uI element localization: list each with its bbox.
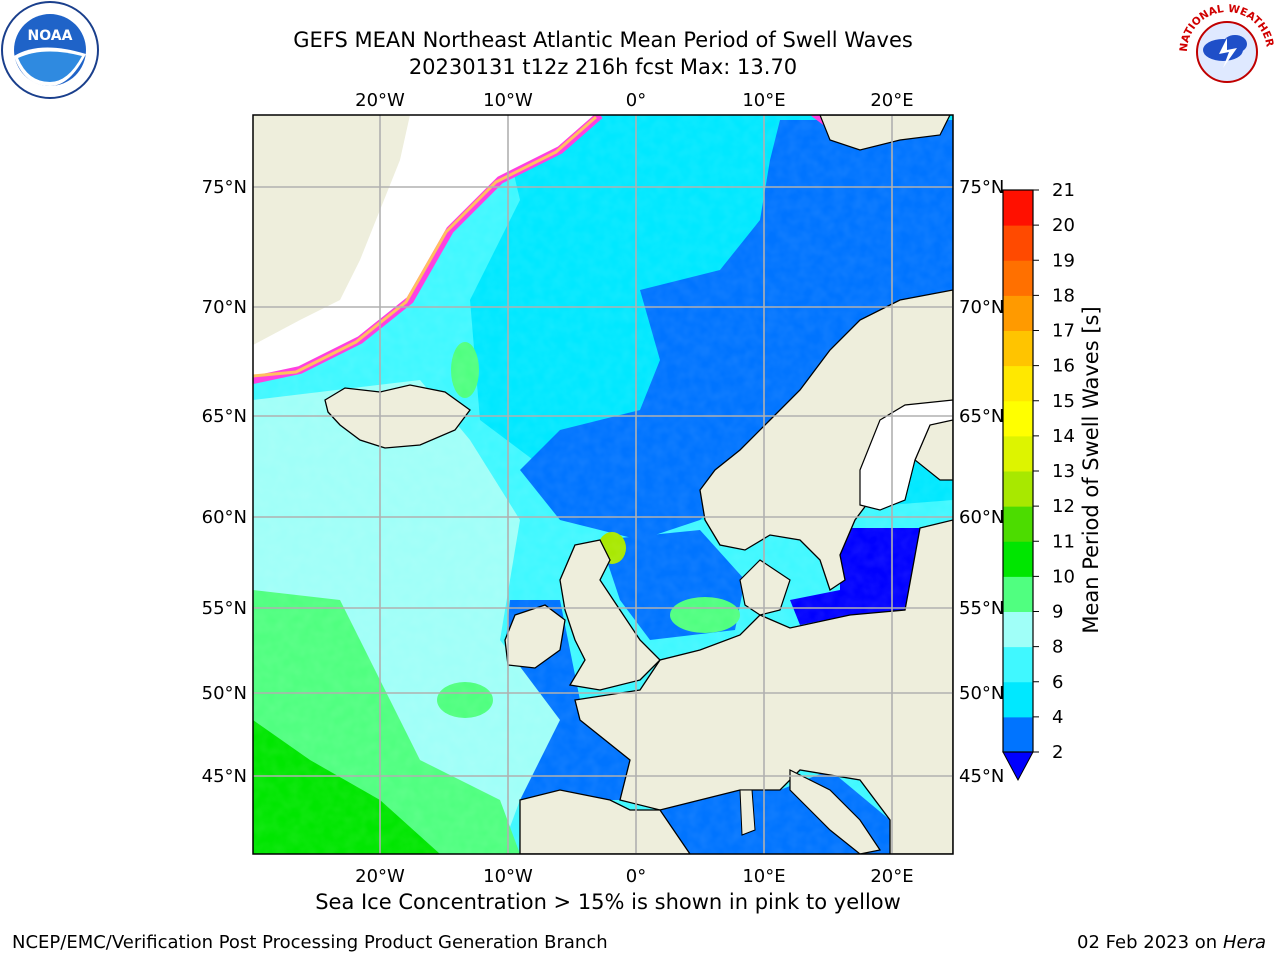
- colorbar-swatch: [1003, 611, 1033, 648]
- colorbar-tick-label: 18: [1052, 285, 1075, 306]
- colorbar-swatch: [1003, 330, 1033, 367]
- colorbar-swatch: [1003, 435, 1033, 472]
- colorbar-swatch: [1003, 646, 1033, 683]
- run-date-on: on: [1194, 932, 1218, 953]
- colorbar: 2 4 6 8 9 10 11 12 13 14 15 16 17 18 19 20 21: [1002, 180, 1075, 782]
- great-britain: [559, 539, 661, 691]
- lat-label-left: 65°N: [202, 406, 247, 427]
- run-date-value: 02 Feb 2023: [1077, 932, 1190, 953]
- lat-label-right: 60°N: [959, 507, 1004, 528]
- lon-label-bottom: 10°W: [483, 866, 533, 887]
- chart-title: GEFS MEAN Northeast Atlantic Mean Period…: [293, 28, 913, 52]
- colorbar-tick-label: 9: [1052, 602, 1063, 623]
- colorbar-tick-label: 11: [1052, 531, 1075, 552]
- svalbard: [819, 115, 951, 151]
- colorbar-tick-label: 16: [1052, 356, 1075, 377]
- colorbar-swatch: [1003, 681, 1033, 718]
- colorbar-swatch: [1003, 576, 1033, 612]
- map-axis-labels: 20°W 20°W 10°W 10°W 0° 0° 10°E 10°E 20°E 20°E 75°N…: [202, 90, 1005, 887]
- colorbar-tick-label: 4: [1052, 707, 1063, 728]
- colorbar-tick-label: 2: [1052, 742, 1063, 763]
- run-date: 02 Feb 2023 on Hera: [1077, 932, 1266, 953]
- lat-label-right: 65°N: [959, 406, 1004, 427]
- lat-label-left: 50°N: [202, 683, 247, 704]
- lon-label-top: 10°E: [742, 90, 785, 111]
- colorbar-swatch: [1003, 365, 1033, 402]
- lat-label-right: 45°N: [959, 766, 1004, 787]
- lon-label-bottom: 0°: [626, 866, 646, 887]
- lon-label-top: 10°W: [483, 90, 533, 111]
- colorbar-tick-label: 17: [1052, 321, 1075, 342]
- colorbar-swatch: [1003, 716, 1033, 753]
- colorbar-swatch: [1003, 400, 1033, 437]
- colorbar-tick-label: 21: [1052, 180, 1075, 201]
- lat-label-right: 70°N: [959, 297, 1004, 318]
- colorbar-swatch: [1003, 541, 1033, 577]
- run-host: Hera: [1222, 932, 1266, 953]
- lat-label-left: 60°N: [202, 507, 247, 528]
- lon-label-top: 0°: [626, 90, 646, 111]
- lat-label-left: 55°N: [202, 598, 247, 619]
- lon-label-top: 20°W: [355, 90, 405, 111]
- lat-label-left: 75°N: [202, 177, 247, 198]
- colorbar-swatch: [1003, 506, 1033, 542]
- colorbar-swatch: [1003, 190, 1033, 226]
- greenland-land: [253, 115, 410, 345]
- iberia: [519, 789, 691, 854]
- colorbar-tick-label: 6: [1052, 672, 1063, 693]
- colorbar-swatch: [1003, 471, 1033, 507]
- colorbar-tick-label: 20: [1052, 215, 1075, 236]
- nws-logo-icon: NATIONAL WEATHER SERVICE: [1175, 2, 1276, 98]
- map-area: [253, 115, 953, 854]
- sea-ice-note: Sea Ice Concentration > 15% is shown in …: [315, 890, 901, 914]
- lon-label-top: 20°E: [870, 90, 913, 111]
- noaa-logo-text: NOAA: [28, 28, 73, 44]
- colorbar-swatch: [1003, 295, 1033, 331]
- colorbar-under-arrow: [1002, 751, 1034, 782]
- lat-label-right: 75°N: [959, 177, 1004, 198]
- italy: [789, 769, 881, 854]
- chart-subtitle: 20230131 t12z 216h fcst Max: 13.70: [408, 55, 798, 79]
- colorbar-tick-label: 8: [1052, 637, 1063, 658]
- colorbar-tick-label: 14: [1052, 426, 1075, 447]
- denmark: [739, 559, 791, 616]
- credit-text: NCEP/EMC/Verification Post Processing Pr…: [12, 932, 608, 953]
- lat-label-left: 45°N: [202, 766, 247, 787]
- lat-label-right: 50°N: [959, 683, 1004, 704]
- lat-label-right: 55°N: [959, 598, 1004, 619]
- noaa-logo-icon: NOAA: [1, 1, 99, 99]
- colorbar-swatch: [1003, 260, 1033, 296]
- colorbar-tick-label: 12: [1052, 496, 1075, 517]
- colorbar-tick-label: 13: [1052, 461, 1075, 482]
- graticule: [253, 115, 953, 854]
- colorbar-tick-label: 15: [1052, 391, 1075, 412]
- colorbar-tick-label: 19: [1052, 250, 1075, 271]
- lon-label-bottom: 10°E: [742, 866, 785, 887]
- map-frame: [252, 114, 954, 855]
- lon-label-bottom: 20°E: [870, 866, 913, 887]
- lat-label-left: 70°N: [202, 297, 247, 318]
- colorbar-tick-label: 10: [1052, 566, 1075, 587]
- colorbar-swatch: [1003, 225, 1033, 261]
- lon-label-bottom: 20°W: [355, 866, 405, 887]
- colorbar-label: Mean Period of Swell Waves [s]: [1079, 306, 1103, 633]
